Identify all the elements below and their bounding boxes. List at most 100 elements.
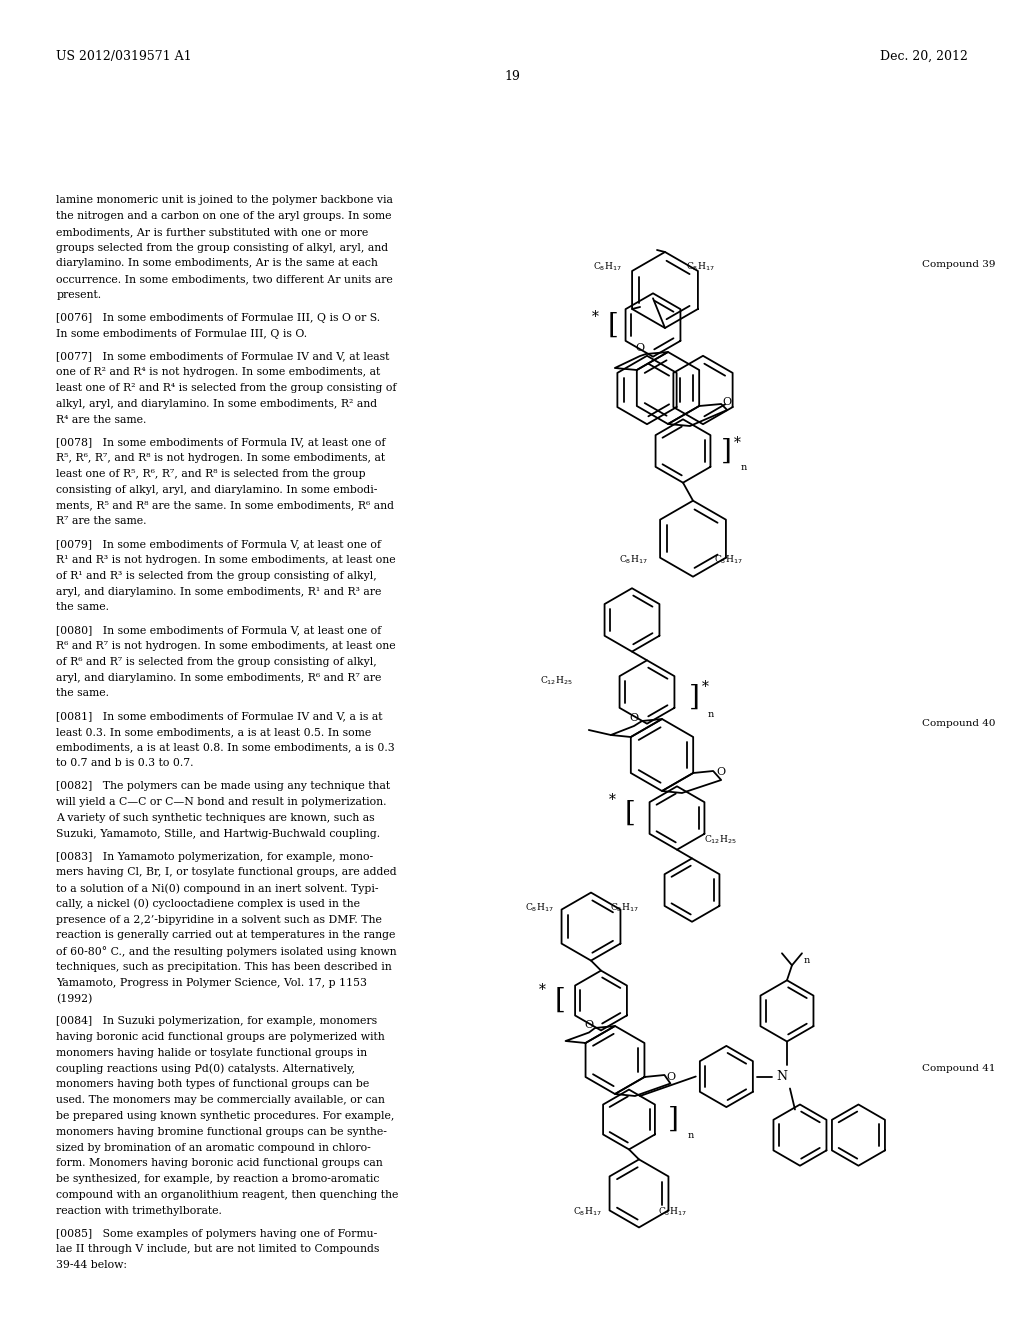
Text: C$_8$H$_{17}$: C$_8$H$_{17}$ [593, 261, 622, 273]
Text: [0078]   In some embodiments of Formula IV, at least one of: [0078] In some embodiments of Formula IV… [56, 437, 386, 447]
Text: ments, R⁵ and R⁸ are the same. In some embodiments, R⁶ and: ments, R⁵ and R⁸ are the same. In some e… [56, 500, 394, 511]
Text: Suzuki, Yamamoto, Stille, and Hartwig-Buchwald coupling.: Suzuki, Yamamoto, Stille, and Hartwig-Bu… [56, 829, 381, 838]
Text: [: [ [625, 800, 636, 826]
Text: N: N [776, 1071, 787, 1082]
Text: of R¹ and R³ is selected from the group consisting of alkyl,: of R¹ and R³ is selected from the group … [56, 570, 377, 581]
Text: [0082]   The polymers can be made using any technique that: [0082] The polymers can be made using an… [56, 781, 390, 792]
Text: mers having Cl, Br, I, or tosylate functional groups, are added: mers having Cl, Br, I, or tosylate funct… [56, 867, 397, 878]
Text: [0077]   In some embodiments of Formulae IV and V, at least: [0077] In some embodiments of Formulae I… [56, 351, 390, 362]
Text: of R⁶ and R⁷ is selected from the group consisting of alkyl,: of R⁶ and R⁷ is selected from the group … [56, 657, 377, 667]
Text: C$_8$H$_{17}$: C$_8$H$_{17}$ [609, 902, 638, 915]
Text: *: * [608, 793, 615, 807]
Text: O: O [630, 713, 639, 723]
Text: A variety of such synthetic techniques are known, such as: A variety of such synthetic techniques a… [56, 813, 375, 822]
Text: R⁶ and R⁷ is not hydrogen. In some embodiments, at least one: R⁶ and R⁷ is not hydrogen. In some embod… [56, 642, 396, 651]
Text: R⁷ are the same.: R⁷ are the same. [56, 516, 146, 527]
Text: compound with an organolithium reagent, then quenching the: compound with an organolithium reagent, … [56, 1189, 398, 1200]
Text: C$_8$H$_{17}$: C$_8$H$_{17}$ [686, 261, 715, 273]
Text: having boronic acid functional groups are polymerized with: having boronic acid functional groups ar… [56, 1032, 385, 1043]
Text: *: * [592, 310, 599, 323]
Text: [0083]   In Yamamoto polymerization, for example, mono-: [0083] In Yamamoto polymerization, for e… [56, 851, 374, 862]
Text: [0080]   In some embodiments of Formula V, at least one of: [0080] In some embodiments of Formula V,… [56, 626, 382, 635]
Text: lae II through V include, but are not limited to Compounds: lae II through V include, but are not li… [56, 1245, 380, 1254]
Text: used. The monomers may be commercially available, or can: used. The monomers may be commercially a… [56, 1096, 385, 1105]
Text: Compound 39: Compound 39 [922, 260, 995, 269]
Text: Compound 40: Compound 40 [922, 719, 995, 729]
Text: [0081]   In some embodiments of Formulae IV and V, a is at: [0081] In some embodiments of Formulae I… [56, 711, 383, 721]
Text: *: * [734, 436, 741, 450]
Text: ]: ] [668, 1106, 679, 1133]
Text: least one of R² and R⁴ is selected from the group consisting of: least one of R² and R⁴ is selected from … [56, 383, 397, 393]
Text: reaction with trimethylborate.: reaction with trimethylborate. [56, 1205, 222, 1216]
Text: n: n [708, 710, 714, 719]
Text: consisting of alkyl, aryl, and diarylamino. In some embodi-: consisting of alkyl, aryl, and diarylami… [56, 484, 378, 495]
Text: [: [ [555, 987, 565, 1014]
Text: 39-44 below:: 39-44 below: [56, 1261, 127, 1270]
Text: aryl, and diarylamino. In some embodiments, R⁶ and R⁷ are: aryl, and diarylamino. In some embodimen… [56, 672, 382, 682]
Text: R⁴ are the same.: R⁴ are the same. [56, 414, 146, 425]
Text: form. Monomers having boronic acid functional groups can: form. Monomers having boronic acid funct… [56, 1159, 383, 1168]
Text: n: n [687, 1131, 693, 1140]
Text: n: n [804, 956, 810, 965]
Text: the same.: the same. [56, 602, 110, 612]
Text: Dec. 20, 2012: Dec. 20, 2012 [880, 50, 968, 63]
Text: Yamamoto, Progress in Polymer Science, Vol. 17, p 1153: Yamamoto, Progress in Polymer Science, V… [56, 978, 368, 987]
Text: C$_8$H$_{17}$: C$_8$H$_{17}$ [525, 902, 554, 915]
Text: [0084]   In Suzuki polymerization, for example, monomers: [0084] In Suzuki polymerization, for exa… [56, 1016, 378, 1027]
Text: one of R² and R⁴ is not hydrogen. In some embodiments, at: one of R² and R⁴ is not hydrogen. In som… [56, 367, 381, 378]
Text: lamine monomeric unit is joined to the polymer backbone via: lamine monomeric unit is joined to the p… [56, 195, 393, 206]
Text: R¹ and R³ is not hydrogen. In some embodiments, at least one: R¹ and R³ is not hydrogen. In some embod… [56, 554, 396, 565]
Text: (1992): (1992) [56, 994, 93, 1003]
Text: to 0.7 and b is 0.3 to 0.7.: to 0.7 and b is 0.3 to 0.7. [56, 759, 194, 768]
Text: the nitrogen and a carbon on one of the aryl groups. In some: the nitrogen and a carbon on one of the … [56, 211, 392, 222]
Text: diarylamino. In some embodiments, Ar is the same at each: diarylamino. In some embodiments, Ar is … [56, 259, 378, 268]
Text: Compound 41: Compound 41 [922, 1064, 995, 1073]
Text: C$_8$H$_{17}$: C$_8$H$_{17}$ [657, 1206, 686, 1218]
Text: the same.: the same. [56, 688, 110, 698]
Text: monomers having halide or tosylate functional groups in: monomers having halide or tosylate funct… [56, 1048, 368, 1057]
Text: embodiments, Ar is further substituted with one or more: embodiments, Ar is further substituted w… [56, 227, 369, 236]
Text: R⁵, R⁶, R⁷, and R⁸ is not hydrogen. In some embodiments, at: R⁵, R⁶, R⁷, and R⁸ is not hydrogen. In s… [56, 453, 385, 463]
Text: [0076]   In some embodiments of Formulae III, Q is O or S.: [0076] In some embodiments of Formulae I… [56, 313, 381, 323]
Text: O: O [636, 343, 644, 352]
Text: monomers having bromine functional groups can be synthe-: monomers having bromine functional group… [56, 1127, 387, 1137]
Text: [0085]   Some examples of polymers having one of Formu-: [0085] Some examples of polymers having … [56, 1229, 378, 1238]
Text: C$_8$H$_{17}$: C$_8$H$_{17}$ [572, 1206, 602, 1218]
Text: C$_{12}$H$_{25}$: C$_{12}$H$_{25}$ [540, 675, 572, 688]
Text: O: O [717, 767, 726, 777]
Text: be synthesized, for example, by reaction a bromo-aromatic: be synthesized, for example, by reaction… [56, 1173, 380, 1184]
Text: will yield a C—C or C—N bond and result in polymerization.: will yield a C—C or C—N bond and result … [56, 797, 387, 807]
Text: n: n [740, 463, 746, 473]
Text: presence of a 2,2’-bipyridine in a solvent such as DMF. The: presence of a 2,2’-bipyridine in a solve… [56, 915, 382, 924]
Text: to a solution of a Ni(0) compound in an inert solvent. Typi-: to a solution of a Ni(0) compound in an … [56, 883, 379, 894]
Text: of 60-80° C., and the resulting polymers isolated using known: of 60-80° C., and the resulting polymers… [56, 946, 397, 957]
Text: [: [ [608, 312, 618, 338]
Text: C$_8$H$_{17}$: C$_8$H$_{17}$ [714, 553, 742, 566]
Text: O: O [585, 1020, 594, 1031]
Text: cally, a nickel (0) cyclooctadiene complex is used in the: cally, a nickel (0) cyclooctadiene compl… [56, 899, 360, 909]
Text: reaction is generally carried out at temperatures in the range: reaction is generally carried out at tem… [56, 931, 395, 940]
Text: O: O [666, 1072, 675, 1081]
Text: monomers having both types of functional groups can be: monomers having both types of functional… [56, 1080, 370, 1089]
Text: coupling reactions using Pd(0) catalysts. Alternatively,: coupling reactions using Pd(0) catalysts… [56, 1064, 355, 1074]
Text: In some embodiments of Formulae III, Q is O.: In some embodiments of Formulae III, Q i… [56, 329, 307, 339]
Text: present.: present. [56, 290, 101, 300]
Text: embodiments, a is at least 0.8. In some embodiments, a is 0.3: embodiments, a is at least 0.8. In some … [56, 743, 395, 752]
Text: ]: ] [688, 684, 699, 710]
Text: O: O [723, 397, 732, 407]
Text: aryl, and diarylamino. In some embodiments, R¹ and R³ are: aryl, and diarylamino. In some embodimen… [56, 586, 382, 597]
Text: occurrence. In some embodiments, two different Ar units are: occurrence. In some embodiments, two dif… [56, 275, 393, 284]
Text: US 2012/0319571 A1: US 2012/0319571 A1 [56, 50, 191, 63]
Text: alkyl, aryl, and diarylamino. In some embodiments, R² and: alkyl, aryl, and diarylamino. In some em… [56, 399, 378, 409]
Text: be prepared using known synthetic procedures. For example,: be prepared using known synthetic proced… [56, 1111, 394, 1121]
Text: groups selected from the group consisting of alkyl, aryl, and: groups selected from the group consistin… [56, 243, 388, 252]
Text: [0079]   In some embodiments of Formula V, at least one of: [0079] In some embodiments of Formula V,… [56, 540, 381, 549]
Text: *: * [539, 983, 546, 998]
Text: least 0.3. In some embodiments, a is at least 0.5. In some: least 0.3. In some embodiments, a is at … [56, 727, 372, 737]
Text: least one of R⁵, R⁶, R⁷, and R⁸ is selected from the group: least one of R⁵, R⁶, R⁷, and R⁸ is selec… [56, 469, 366, 479]
Text: techniques, such as precipitation. This has been described in: techniques, such as precipitation. This … [56, 962, 392, 972]
Text: ]: ] [721, 437, 731, 465]
Text: sized by bromination of an aromatic compound in chloro-: sized by bromination of an aromatic comp… [56, 1143, 371, 1152]
Text: C$_{12}$H$_{25}$: C$_{12}$H$_{25}$ [705, 833, 736, 846]
Text: 19: 19 [504, 70, 520, 83]
